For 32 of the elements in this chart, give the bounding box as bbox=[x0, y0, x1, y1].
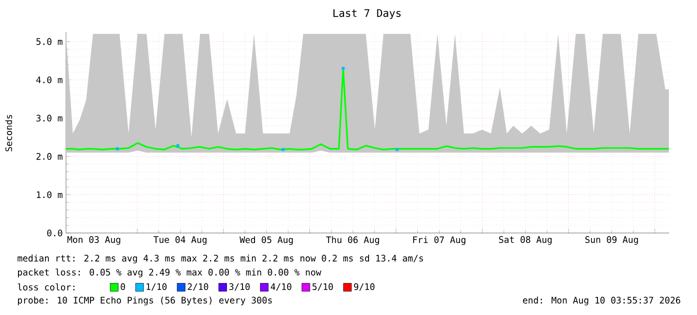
y-tick-label: 0.0 bbox=[47, 230, 62, 236]
legend-label: 9/10 bbox=[354, 283, 374, 291]
x-tick-label: Thu 06 Aug bbox=[326, 236, 380, 245]
x-tick-label: Sun 09 Aug bbox=[585, 236, 638, 245]
text: median rtt: 2.2 ms avg 4.3 ms max 2.2 ms min 2.2 ms now 0.2 ms sd 13.4 am/s bbox=[18, 254, 423, 264]
y-tick-label: 3.0 m bbox=[36, 114, 62, 122]
point bbox=[116, 147, 119, 150]
chart-title: Last 7 Days bbox=[333, 9, 401, 19]
x-tick-label: Fri 07 Aug bbox=[413, 236, 466, 245]
y-tick-label: 5.0 m bbox=[36, 38, 62, 45]
text: probe: 10 ICMP Echo Pings (56 Bytes) every 300s bbox=[18, 296, 272, 306]
text: packet loss: 0.05 % avg 2.49 % max 0.00 % min 0.00 % now bbox=[18, 268, 322, 278]
text: end: Mon Aug 10 03:55:37 2026 bbox=[523, 296, 680, 306]
x-tick-label: Sat 08 Aug bbox=[499, 236, 552, 245]
legend-label: 2/10 bbox=[188, 283, 208, 291]
point bbox=[176, 144, 180, 148]
legend-label: 0 bbox=[120, 283, 125, 290]
point bbox=[396, 148, 399, 152]
x-tick-label: Wed 05 Aug bbox=[240, 236, 293, 245]
legend-label: 5/10 bbox=[312, 283, 333, 291]
legend-label: 3/10 bbox=[229, 283, 250, 291]
y-tick-label: 4.0 m bbox=[36, 76, 62, 84]
x-tick-label: Mon 03 Aug bbox=[67, 236, 120, 245]
legend-label: 4/10 bbox=[270, 283, 292, 291]
y-tick-label: 2.0 m bbox=[36, 153, 62, 160]
y-tick-label: 1.0 m bbox=[36, 191, 62, 198]
legend-title: loss color: bbox=[18, 284, 74, 290]
legend-label: 1/10 bbox=[146, 283, 167, 291]
point bbox=[282, 148, 285, 152]
x-tick-label: Tue 04 Aug bbox=[154, 236, 206, 245]
point bbox=[342, 66, 345, 70]
y-axis-title: Seconds bbox=[5, 114, 12, 152]
